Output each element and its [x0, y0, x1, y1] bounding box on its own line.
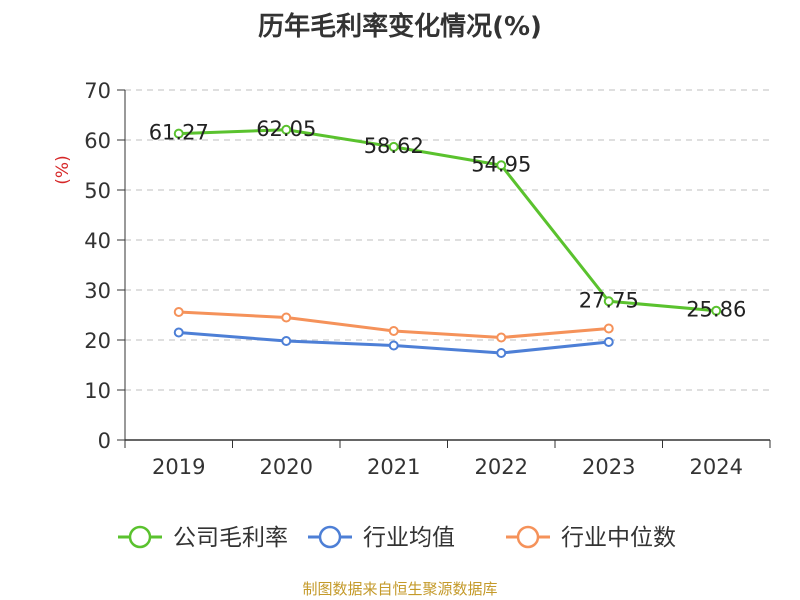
y-tick-label: 0: [98, 429, 111, 453]
data-label: 54.95: [471, 152, 531, 176]
data-point: [281, 312, 292, 323]
x-tick-label: 2024: [690, 455, 743, 479]
data-label: 27.75: [579, 288, 639, 312]
y-tick-label: 40: [84, 229, 111, 253]
data-label: 62.05: [256, 117, 316, 141]
axes: 0 10 20 30 40 50 60 70 (%) 2019 2020 2021 2022 2023 20…: [53, 79, 771, 479]
legend-circle-marker: [516, 525, 540, 549]
legend: 公司毛利率 行业均值 行业中位数: [118, 525, 676, 551]
data-labels: 61.27 62.05 58.62 54.95 27.75 25.86: [149, 117, 747, 322]
y-tick-label: 50: [84, 179, 111, 203]
data-point: [281, 336, 292, 346]
x-tick-label: 2022: [475, 455, 528, 479]
data-point: [281, 124, 292, 135]
y-tick-label: 20: [84, 329, 111, 353]
y-tick-label: 10: [84, 379, 111, 403]
y-axis-label: (%): [53, 155, 73, 184]
x-tick-label: 2020: [260, 455, 313, 479]
source-note: 制图数据来自恒生聚源数据库: [302, 580, 498, 598]
y-tick-label: 30: [84, 279, 111, 303]
data-label: 25.86: [686, 298, 746, 322]
legend-label: 公司毛利率: [173, 525, 288, 551]
data-point: [388, 141, 399, 152]
data-point: [603, 296, 614, 307]
data-point: [173, 307, 184, 317]
data-point: [496, 332, 507, 343]
y-tick-label: 70: [84, 79, 111, 103]
data-point: [173, 128, 184, 139]
data-point: [173, 327, 184, 338]
x-tick-label: 2023: [582, 455, 635, 479]
grid-lines: [125, 89, 770, 391]
data-point: [711, 305, 722, 316]
x-tick-label: 2019: [152, 455, 205, 479]
y-tick-label: 60: [84, 129, 111, 153]
data-point: [388, 340, 399, 351]
data-point: [496, 348, 507, 358]
legend-label: 行业中位数: [561, 525, 676, 551]
data-label: 58.62: [364, 134, 424, 158]
data-point: [603, 323, 614, 334]
legend-circle-marker: [128, 525, 152, 549]
data-point: [388, 326, 399, 336]
legend-label: 行业均值: [363, 525, 455, 551]
data-label: 61.27: [149, 121, 209, 145]
series-group: [173, 124, 722, 358]
chart-title: 历年毛利率变化情况(%): [258, 12, 542, 42]
series-line: [178, 128, 717, 313]
legend-circle-marker: [318, 525, 342, 549]
data-point: [496, 160, 507, 171]
x-tick-label: 2021: [367, 455, 420, 479]
data-point: [603, 337, 614, 347]
